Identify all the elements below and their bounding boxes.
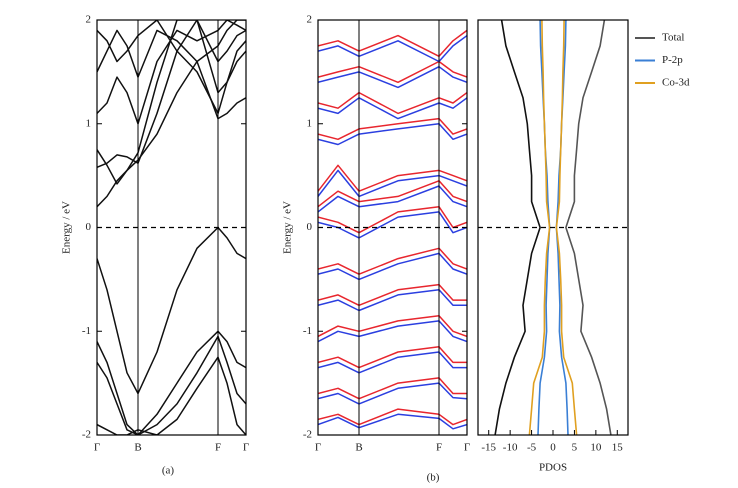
x-tick-label: 10: [590, 442, 602, 454]
plot-frame: [96, 19, 247, 436]
x-tick-label: -15: [481, 442, 496, 454]
band: [318, 180, 467, 208]
pdos-curve: [555, 20, 578, 435]
x-tick-label: 15: [612, 442, 624, 454]
band: [97, 20, 246, 185]
band: [318, 346, 467, 369]
y-tick-label: -1: [303, 325, 312, 337]
band: [318, 289, 467, 312]
pdos-curve: [528, 20, 551, 435]
x-tick-label: B: [355, 442, 362, 454]
band: [318, 377, 467, 400]
band: [318, 65, 467, 89]
y-tick-label: 1: [86, 117, 92, 129]
band: [318, 91, 467, 115]
y-tick-label: -1: [82, 325, 91, 337]
y-tick-label: -2: [303, 429, 312, 441]
plot-frame: [477, 19, 629, 436]
x-tick-label: -10: [503, 442, 518, 454]
y-tick-label: 2: [86, 14, 92, 26]
x-tick-label: 0: [550, 442, 556, 454]
x-tick-label: B: [134, 442, 141, 454]
legend-label: Co-3d: [662, 77, 690, 89]
x-tick-label: Γ: [315, 442, 321, 454]
y-tick-label: 0: [86, 221, 92, 233]
band: [318, 34, 467, 63]
band: [97, 356, 246, 435]
band: [318, 60, 467, 84]
x-tick-label: -5: [527, 442, 537, 454]
band: [318, 247, 467, 275]
legend-label: P-2p: [662, 54, 683, 66]
band: [97, 226, 246, 395]
panel-caption: (b): [427, 472, 440, 484]
panel-caption: (a): [162, 465, 175, 477]
x-tick-label: Γ: [464, 442, 470, 454]
y-tick-label: -2: [82, 429, 91, 441]
band: [97, 20, 246, 115]
band: [318, 117, 467, 141]
band: [97, 60, 246, 208]
band: [318, 252, 467, 281]
y-axis-label: Energy / eV: [282, 201, 294, 254]
band: [318, 351, 467, 374]
x-axis-label: PDOS: [539, 462, 567, 474]
plot-area: [494, 20, 612, 435]
band: [318, 413, 467, 430]
plot-frame: [317, 19, 468, 436]
band: [97, 335, 246, 435]
band: [318, 29, 467, 58]
band: [97, 330, 246, 435]
band: [318, 164, 467, 192]
band: [318, 123, 467, 146]
band: [318, 314, 467, 338]
y-tick-label: 2: [307, 14, 313, 26]
legend-label: Total: [662, 32, 684, 44]
band: [318, 97, 467, 120]
x-tick-label: Γ: [243, 442, 249, 454]
x-tick-label: Γ: [94, 442, 100, 454]
y-tick-label: 0: [307, 221, 313, 233]
band: [97, 20, 246, 125]
plot-area: [97, 20, 246, 435]
band: [318, 382, 467, 405]
x-tick-label: F: [215, 442, 221, 454]
x-tick-label: F: [436, 442, 442, 454]
y-axis-label: Energy / eV: [61, 201, 73, 254]
band: [318, 320, 467, 343]
band: [318, 169, 467, 198]
band: [318, 283, 467, 307]
plot-area: [318, 29, 467, 430]
x-tick-label: 5: [572, 442, 578, 454]
band: [318, 408, 467, 426]
band: [318, 185, 467, 213]
pdos-curve: [494, 20, 541, 435]
pdos-curve: [565, 20, 612, 435]
y-tick-label: 1: [307, 117, 313, 129]
